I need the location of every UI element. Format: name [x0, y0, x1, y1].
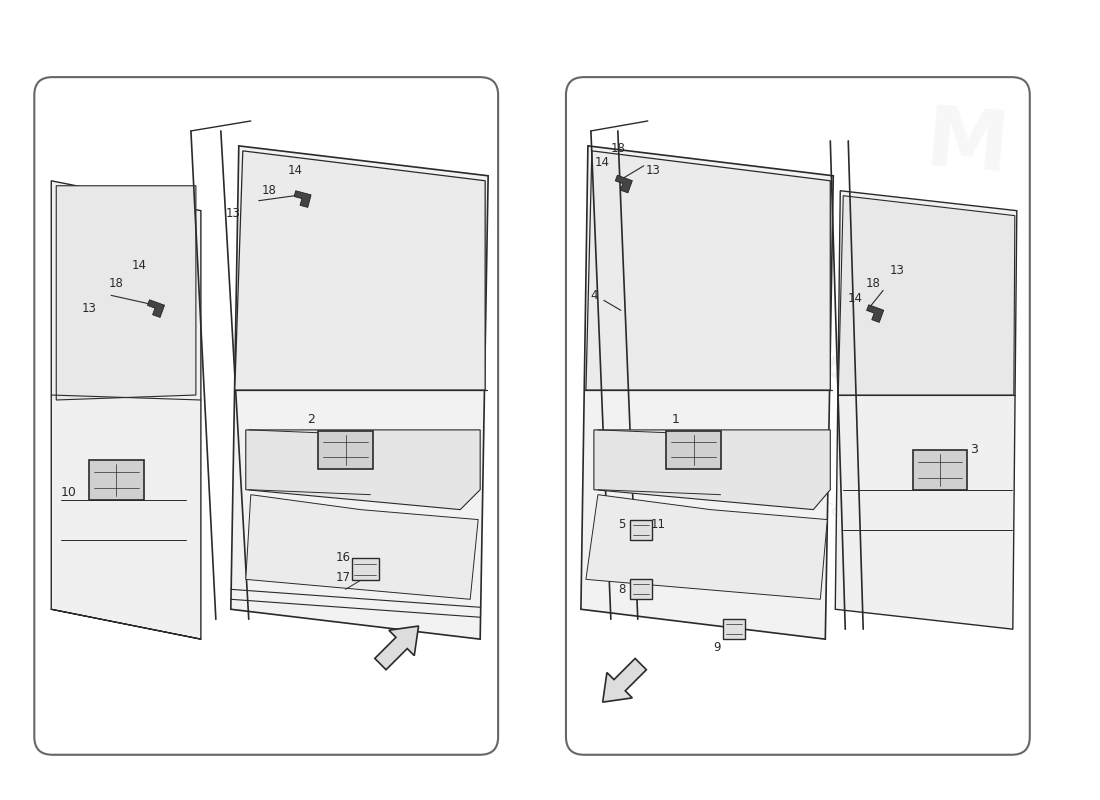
- Polygon shape: [581, 146, 834, 639]
- FancyBboxPatch shape: [566, 77, 1030, 754]
- Polygon shape: [245, 494, 478, 599]
- Polygon shape: [838, 196, 1015, 395]
- Text: 4: 4: [590, 289, 597, 302]
- Polygon shape: [586, 151, 830, 390]
- Text: 13: 13: [646, 164, 661, 178]
- Polygon shape: [52, 181, 201, 639]
- Polygon shape: [594, 430, 830, 510]
- Polygon shape: [615, 175, 632, 193]
- Polygon shape: [231, 146, 488, 639]
- Text: 2: 2: [307, 414, 315, 426]
- Polygon shape: [603, 658, 647, 702]
- Text: a passion for cars since 1985: a passion for cars since 1985: [647, 416, 892, 543]
- Polygon shape: [147, 300, 165, 318]
- Polygon shape: [89, 460, 143, 500]
- Text: eurocarparts: eurocarparts: [675, 281, 930, 423]
- Polygon shape: [630, 579, 651, 599]
- Text: M: M: [922, 101, 1012, 189]
- Text: 16: 16: [336, 551, 351, 564]
- Text: 13: 13: [890, 264, 904, 277]
- Polygon shape: [630, 519, 651, 539]
- Polygon shape: [913, 450, 967, 490]
- Polygon shape: [867, 305, 883, 322]
- Polygon shape: [318, 431, 373, 469]
- Text: 18: 18: [866, 277, 881, 290]
- Text: 18: 18: [610, 142, 625, 155]
- Text: 14: 14: [132, 259, 146, 272]
- Polygon shape: [245, 430, 481, 510]
- Polygon shape: [835, 190, 1016, 630]
- Text: 13: 13: [81, 302, 96, 315]
- Text: 3: 3: [970, 443, 978, 456]
- Text: 18: 18: [109, 277, 123, 290]
- Text: 11: 11: [651, 518, 666, 531]
- Polygon shape: [56, 186, 196, 400]
- Polygon shape: [234, 151, 485, 390]
- Text: 13: 13: [226, 207, 241, 220]
- Text: 14: 14: [288, 164, 304, 178]
- Polygon shape: [375, 626, 418, 670]
- Polygon shape: [723, 619, 745, 639]
- Text: 17: 17: [336, 571, 351, 584]
- Text: 10: 10: [60, 486, 76, 499]
- Polygon shape: [586, 494, 827, 599]
- Polygon shape: [352, 558, 379, 580]
- Text: 1: 1: [672, 414, 680, 426]
- Text: 18: 18: [262, 184, 276, 198]
- Text: 9: 9: [713, 641, 721, 654]
- Text: 8: 8: [618, 583, 626, 596]
- FancyBboxPatch shape: [34, 77, 498, 754]
- Text: 5: 5: [618, 518, 626, 531]
- Polygon shape: [294, 190, 311, 207]
- Text: 14: 14: [594, 156, 609, 170]
- Text: 14: 14: [848, 292, 862, 305]
- Polygon shape: [667, 431, 722, 469]
